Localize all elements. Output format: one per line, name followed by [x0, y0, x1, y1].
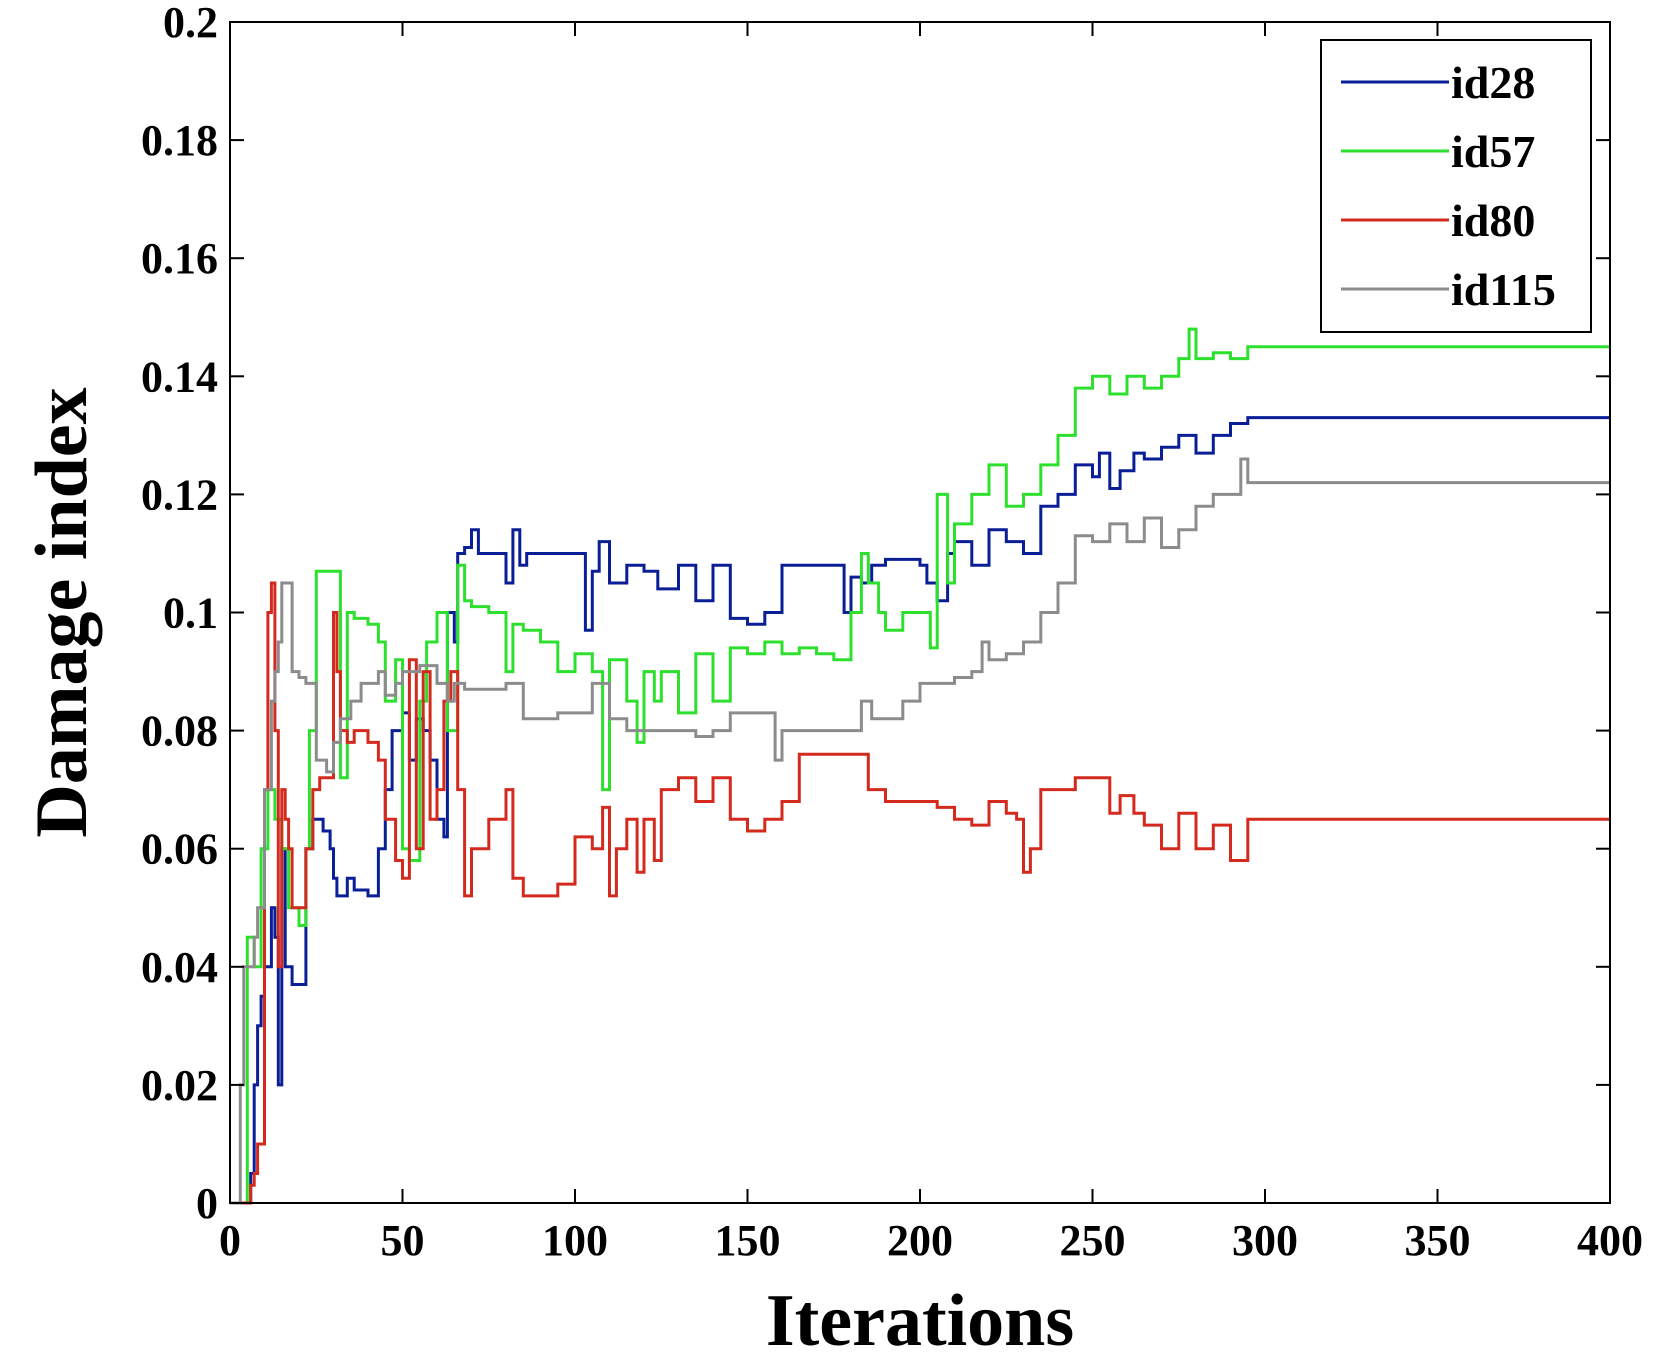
legend-label-id57: id57	[1451, 126, 1535, 177]
y-axis-title: Damage index	[21, 387, 103, 837]
y-tick-label: 0.08	[141, 707, 218, 756]
x-tick-label: 300	[1232, 1216, 1298, 1265]
y-tick-label: 0.02	[141, 1061, 218, 1110]
y-tick-label: 0.2	[163, 0, 218, 47]
y-tick-label: 0.1	[163, 589, 218, 638]
series-line-id115	[230, 457, 1610, 1205]
y-tick-label: 0.12	[141, 470, 218, 519]
x-tick-label: 200	[887, 1216, 953, 1265]
y-tick-label: 0	[196, 1179, 218, 1228]
x-tick-label: 350	[1405, 1216, 1471, 1265]
y-tick-label: 0.16	[141, 234, 218, 283]
series-line-id28	[230, 416, 1610, 1205]
series-line-id57	[230, 327, 1610, 1205]
y-tick-label: 0.14	[141, 352, 218, 401]
x-tick-label: 0	[219, 1216, 241, 1265]
y-tick-label: 0.04	[141, 943, 218, 992]
x-tick-label: 250	[1060, 1216, 1126, 1265]
legend-label-id115: id115	[1451, 264, 1556, 315]
legend: id28 id57 id80 id115	[1320, 39, 1592, 333]
x-tick-label: 50	[381, 1216, 425, 1265]
y-tick-label: 0.06	[141, 825, 218, 874]
x-tick-label: 150	[715, 1216, 781, 1265]
x-tick-label: 100	[542, 1216, 608, 1265]
x-axis-title: Iterations	[766, 1280, 1074, 1353]
legend-box	[1320, 39, 1592, 333]
x-tick-label: 400	[1577, 1216, 1643, 1265]
series-layer	[230, 327, 1610, 1205]
ticks-layer: 0 50 100 150 200 250 300 350 400 0 0.02 0.04 0.06 0.0…	[141, 0, 1643, 1265]
legend-label-id80: id80	[1451, 195, 1535, 246]
series-line-id80	[230, 581, 1610, 1205]
legend-label-id28: id28	[1451, 57, 1535, 108]
y-tick-label: 0.18	[141, 116, 218, 165]
